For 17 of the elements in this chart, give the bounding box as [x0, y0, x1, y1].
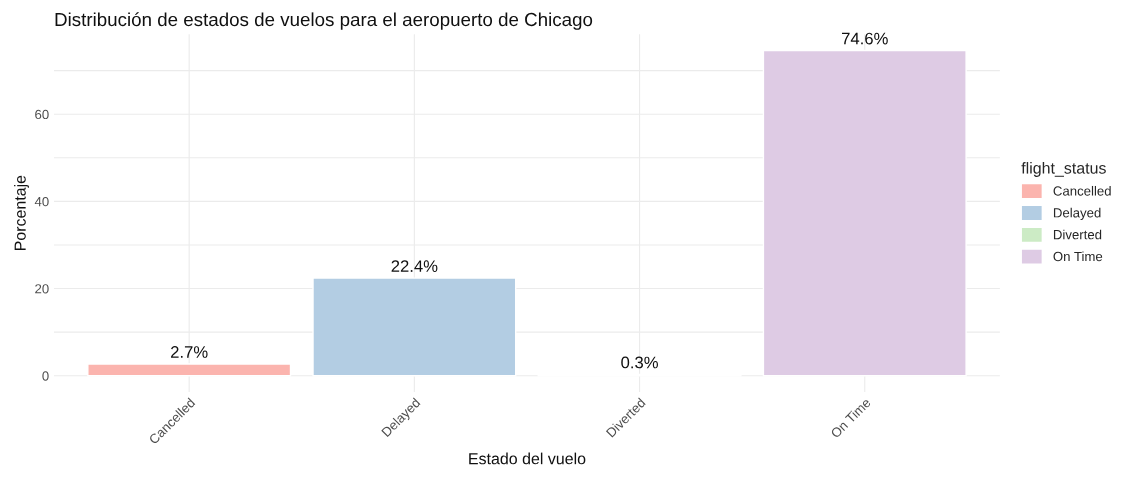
- legend-label: On Time: [1053, 251, 1103, 262]
- chart-title: Distribución de estados de vuelos para el aeropuerto de Chicago: [55, 12, 593, 30]
- y-tick-label: 20: [35, 284, 49, 294]
- y-tick-label: 0: [42, 371, 49, 381]
- y-tick-label: 60: [35, 109, 49, 120]
- legend-label: Diverted: [1053, 229, 1102, 240]
- legend-label: Delayed: [1053, 207, 1101, 221]
- legend-label: Cancelled: [1053, 185, 1111, 196]
- legend-title: flight_status: [1021, 162, 1106, 177]
- data-label: 74.6%: [841, 32, 888, 45]
- x-axis-title: Estado del vuelo: [469, 452, 586, 465]
- x-tick-label: On Time: [829, 397, 872, 439]
- data-label: 2.7%: [171, 346, 208, 358]
- data-label: 22.4%: [391, 260, 438, 272]
- y-tick-label: 40: [34, 196, 49, 207]
- y-axis-title: Porcentaje: [14, 175, 29, 251]
- data-label: 0.3%: [621, 356, 658, 369]
